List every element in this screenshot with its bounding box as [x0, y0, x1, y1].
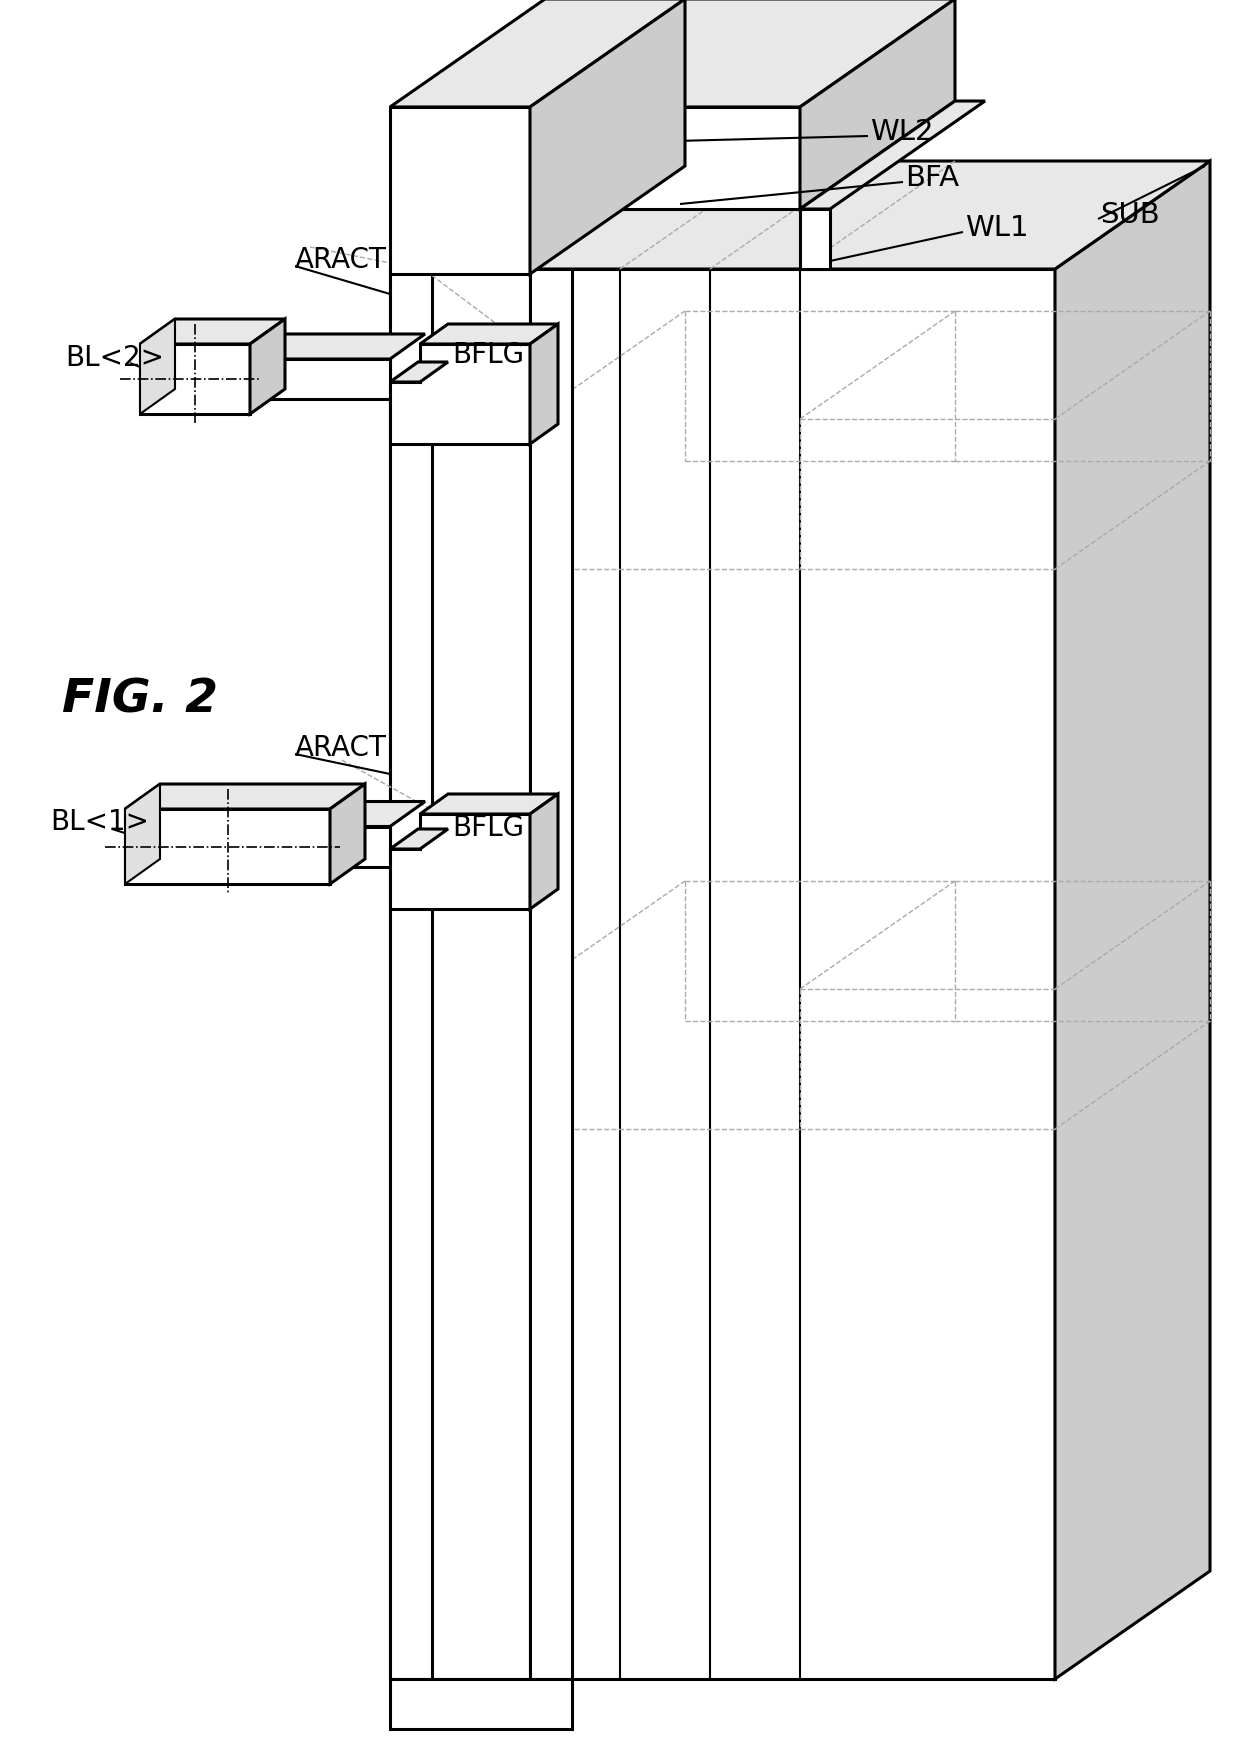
Polygon shape [391, 162, 1210, 271]
Polygon shape [125, 785, 160, 884]
Polygon shape [800, 102, 985, 209]
Text: BFLG: BFLG [453, 341, 525, 369]
Polygon shape [529, 794, 558, 910]
Polygon shape [391, 271, 1055, 1680]
Text: ARACT: ARACT [295, 734, 387, 761]
Polygon shape [391, 362, 448, 383]
Polygon shape [140, 320, 175, 415]
Polygon shape [420, 794, 558, 815]
Polygon shape [391, 0, 684, 107]
Text: BL<2>: BL<2> [64, 344, 164, 372]
Polygon shape [391, 829, 448, 850]
Polygon shape [125, 810, 330, 884]
Polygon shape [330, 785, 365, 884]
Polygon shape [391, 1680, 572, 1729]
Polygon shape [391, 815, 529, 910]
Polygon shape [140, 344, 250, 415]
Polygon shape [330, 828, 391, 866]
Text: WL2: WL2 [870, 118, 934, 146]
Text: BFA: BFA [905, 163, 959, 192]
Polygon shape [391, 344, 529, 445]
Text: BL<1>: BL<1> [50, 808, 149, 836]
Polygon shape [420, 325, 558, 344]
Polygon shape [800, 209, 830, 271]
Polygon shape [250, 336, 425, 360]
Polygon shape [529, 0, 955, 107]
Polygon shape [125, 785, 365, 810]
Polygon shape [391, 271, 432, 1680]
Polygon shape [250, 360, 391, 401]
Polygon shape [1055, 162, 1210, 1680]
Polygon shape [391, 107, 529, 274]
Text: ARACT: ARACT [295, 246, 387, 274]
Polygon shape [250, 320, 285, 415]
Polygon shape [529, 0, 684, 274]
Text: SUB: SUB [1100, 200, 1159, 228]
Polygon shape [330, 801, 425, 828]
Polygon shape [529, 102, 955, 209]
Polygon shape [529, 107, 800, 209]
Polygon shape [140, 320, 285, 344]
Polygon shape [529, 325, 558, 445]
Text: FIG. 2: FIG. 2 [62, 676, 218, 722]
Text: BFLG: BFLG [453, 813, 525, 842]
Polygon shape [800, 0, 955, 209]
Polygon shape [529, 271, 572, 1680]
Text: WL1: WL1 [965, 214, 1029, 242]
